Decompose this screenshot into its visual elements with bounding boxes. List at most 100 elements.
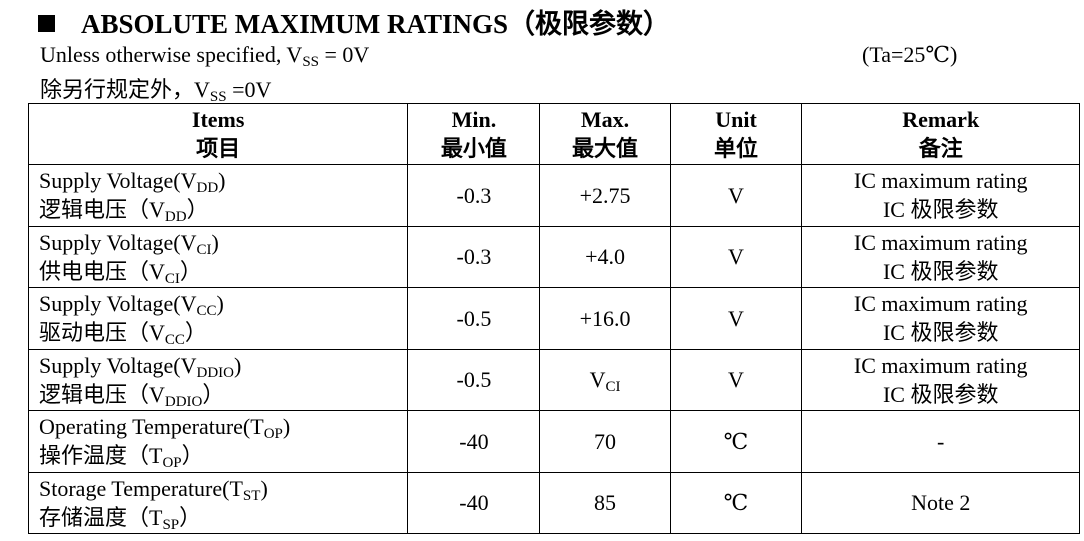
item-sub: OP xyxy=(162,455,182,472)
item-sub: CI xyxy=(196,241,212,258)
remark: IC 极限参数 xyxy=(882,320,999,346)
max-cell: 70 xyxy=(539,410,671,473)
max-main: V xyxy=(589,367,606,393)
unit-cell: ℃ xyxy=(669,471,803,534)
title-text: ABSOLUTE MAXIMUM RATINGS（极限参数） xyxy=(81,9,671,39)
item-cn: 驱动电压（VCC） xyxy=(39,318,407,348)
item-tail: ) xyxy=(218,168,226,194)
note-main: 除另行规定外，V xyxy=(40,77,210,102)
item-cell: Supply Voltage(VCI) 供电电压（VCI） xyxy=(27,225,409,288)
item-sub: SP xyxy=(162,516,180,533)
column-header: Min. 最小值 xyxy=(407,103,541,165)
header-line: Unit xyxy=(715,107,757,132)
row: Supply Voltage(VCI) 供电电压（VCI） -0.3 +4.0 V IC … xyxy=(27,225,1080,288)
unit: ℃ xyxy=(723,490,749,516)
min-cell: -40 xyxy=(407,471,541,534)
item-main: 存储温度（T xyxy=(39,504,163,530)
unit-cell: V xyxy=(669,287,803,350)
item-tail: ） xyxy=(186,197,209,223)
unit-cell: V xyxy=(669,225,803,288)
max-cell: +16.0 xyxy=(539,287,671,350)
item-cell: Storage Temperature(TST) 存储温度（TSP） xyxy=(27,471,409,534)
remark: IC maximum rating xyxy=(853,229,1028,255)
item-tail: ) xyxy=(216,291,224,317)
unit: V xyxy=(728,305,744,331)
unit: V xyxy=(728,244,744,270)
item-sub: CI xyxy=(164,270,180,287)
item-en: Supply Voltage(VDDIO) xyxy=(39,351,407,381)
min: -40 xyxy=(459,428,489,454)
min-cell: -40 xyxy=(407,410,541,473)
item-en: Supply Voltage(VCC) xyxy=(39,289,407,320)
remark-cell: IC maximum rating IC 极限参数 xyxy=(801,348,1080,411)
column-header: Items 项目 xyxy=(27,103,409,165)
item-cn: 逻辑电压（VDDIO） xyxy=(39,380,407,410)
note-tail: =0V xyxy=(226,77,272,102)
item-sub: DD xyxy=(164,209,187,226)
item-sub: DDIO xyxy=(196,364,234,381)
item-main: 逻辑电压（V xyxy=(39,381,165,407)
min: -40 xyxy=(459,490,489,516)
item-cell: Operating Temperature(TOP) 操作温度（TOP） xyxy=(27,410,409,473)
item-tail: ） xyxy=(184,320,207,346)
max-cell: +2.75 xyxy=(539,164,671,227)
header-line: 单位 xyxy=(713,136,758,161)
remark-cell: IC maximum rating IC 极限参数 xyxy=(801,287,1080,350)
remark-cell: IC maximum rating IC 极限参数 xyxy=(801,164,1080,227)
item-cn: 存储温度（TSP） xyxy=(39,503,407,533)
max-sub: CI xyxy=(605,379,621,396)
header-line: 最小值 xyxy=(440,136,507,161)
row: Supply Voltage(VDDIO) 逻辑电压（VDDIO） -0.5 VCI V… xyxy=(27,348,1080,411)
item-sub: DD xyxy=(196,180,219,197)
max: 70 xyxy=(594,428,617,454)
item-cn: 供电电压（VCI） xyxy=(39,257,407,287)
header-line: Min. xyxy=(451,107,497,132)
max-cell: 85 xyxy=(539,471,671,534)
item-main: 驱动电压（V xyxy=(39,320,165,346)
item-tail: ） xyxy=(202,381,225,407)
column-header: Unit 单位 xyxy=(669,103,803,165)
row: Storage Temperature(TST) 存储温度（TSP） -40 85 ℃ N… xyxy=(27,471,1080,534)
note-en: Unless otherwise specified, VSS = 0V xyxy=(40,42,369,70)
item-cell: Supply Voltage(VDDIO) 逻辑电压（VDDIO） xyxy=(27,348,409,411)
remark-cell: IC maximum rating IC 极限参数 xyxy=(801,225,1080,288)
remark: IC maximum rating xyxy=(853,291,1028,317)
item-en: Supply Voltage(VCI) xyxy=(39,228,407,258)
remark: IC maximum rating xyxy=(853,168,1028,194)
max-cell: VCI xyxy=(539,348,671,411)
item-sub: OP xyxy=(263,426,283,443)
max-cell: +4.0 xyxy=(539,225,671,288)
item-main: 操作温度（T xyxy=(39,443,163,469)
remark: IC 极限参数 xyxy=(882,197,999,223)
min-cell: -0.3 xyxy=(407,225,541,288)
remark: Note 2 xyxy=(911,490,971,516)
item-sub: DDIO xyxy=(164,393,203,410)
note-main: Unless otherwise specified, V xyxy=(40,42,303,67)
max: +16.0 xyxy=(579,305,631,331)
note-sub: SS xyxy=(209,89,227,105)
unit: ℃ xyxy=(723,428,749,454)
item-main: Supply Voltage(V xyxy=(39,229,197,255)
remark: IC maximum rating xyxy=(853,352,1028,378)
min: -0.5 xyxy=(456,305,492,331)
remark: IC 极限参数 xyxy=(882,258,999,284)
unit: V xyxy=(728,182,744,208)
item-tail: ) xyxy=(282,414,291,440)
min-cell: -0.3 xyxy=(407,164,541,227)
column-header: Remark 备注 xyxy=(801,103,1080,165)
item-cell: Supply Voltage(VCC) 驱动电压（VCC） xyxy=(27,287,409,350)
item-cell: Supply Voltage(VDD) 逻辑电压（VDD） xyxy=(27,164,409,227)
item-cn: 操作温度（TOP） xyxy=(39,441,407,472)
item-sub: CC xyxy=(196,303,217,320)
row: Supply Voltage(VCC) 驱动电压（VCC） -0.5 +16.0 V IC… xyxy=(27,287,1080,350)
header-line: 最大值 xyxy=(572,136,639,161)
max: 85 xyxy=(594,490,617,516)
max: +4.0 xyxy=(585,244,625,270)
item-main: Supply Voltage(V xyxy=(39,291,197,317)
item-tail: ) xyxy=(211,229,219,255)
item-main: Operating Temperature(T xyxy=(39,414,264,440)
min: -0.3 xyxy=(456,182,492,208)
row: Operating Temperature(TOP) 操作温度（TOP） -40 70… xyxy=(27,410,1080,473)
item-tail: ） xyxy=(179,504,202,530)
